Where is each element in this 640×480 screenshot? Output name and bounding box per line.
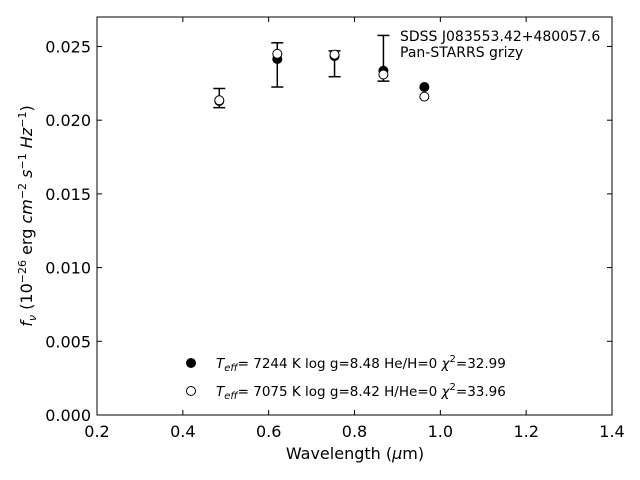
y-tick-label: 0.025	[45, 37, 91, 56]
y-axis-label: fν (10−26 erg cm−2 s−1 Hz−1)	[16, 105, 39, 326]
y-tick-label: 0.015	[45, 185, 91, 204]
model-point-open	[419, 91, 430, 102]
model-point-open	[272, 48, 283, 59]
y-axis-ticks: 0.000 0.005 0.010 0.015 0.020 0.025	[45, 37, 612, 425]
legend-entry-1: Teff= 7244 K log g=8.48 He/H=0 χ2=32.99	[216, 354, 506, 374]
x-tick-label: 1.0	[428, 422, 453, 441]
x-tick-label: 0.8	[342, 422, 367, 441]
legend: Teff= 7244 K log g=8.48 He/H=0 χ2=32.99 …	[186, 354, 506, 402]
y-tick-label: 0.005	[45, 332, 91, 351]
annotation-object: SDSS J083553.42+480057.6	[400, 29, 600, 45]
x-tick-label: 1.2	[513, 422, 538, 441]
model-point-open	[329, 49, 340, 60]
x-tick-label: 1.4	[599, 422, 624, 441]
legend-entry-2: Teff= 7075 K log g=8.42 H/He=0 χ2=33.96	[216, 382, 506, 402]
x-axis-label: Wavelength (μm)	[286, 444, 424, 463]
legend-marker-open	[186, 386, 196, 396]
x-tick-label: 0.6	[256, 422, 281, 441]
legend-marker-filled	[186, 358, 196, 368]
data-points	[214, 48, 430, 107]
annotation-survey: Pan-STARRS grizy	[400, 45, 523, 61]
model-point-open	[214, 95, 225, 106]
model-point-filled	[419, 82, 430, 93]
y-tick-label: 0.020	[45, 111, 91, 130]
x-tick-label: 0.4	[170, 422, 195, 441]
x-tick-label: 0.2	[84, 422, 109, 441]
model-point-open	[378, 69, 389, 80]
y-tick-label: 0.000	[45, 406, 91, 425]
y-tick-label: 0.010	[45, 259, 91, 278]
x-axis-ticks: 0.2 0.4 0.6 0.8 1.0 1.2 1.4	[84, 17, 625, 441]
